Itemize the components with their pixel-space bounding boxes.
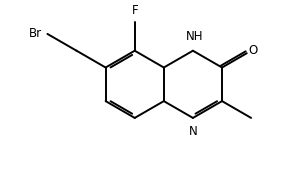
- Text: N: N: [189, 125, 197, 138]
- Text: F: F: [131, 4, 138, 17]
- Text: O: O: [249, 44, 258, 57]
- Text: NH: NH: [186, 30, 203, 43]
- Text: Br: Br: [30, 27, 43, 40]
